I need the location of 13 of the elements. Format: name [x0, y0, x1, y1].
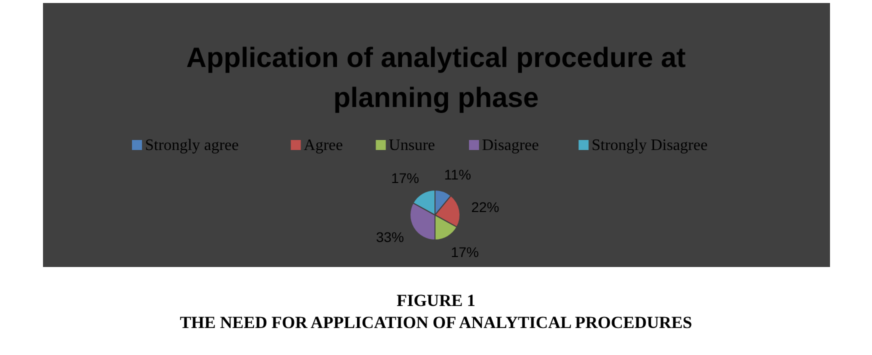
data-label: 11% — [444, 166, 472, 183]
data-label: 17% — [391, 170, 420, 186]
legend-label: Strongly Disagree — [592, 137, 708, 154]
text: THE NEED FOR APPLICATION OF ANALYTICAL PROCEDURES — [180, 313, 692, 332]
caption: FIGURE 1 — [396, 291, 476, 310]
chart-title: Application of analytical procedure at planning phase — [186, 42, 686, 113]
legend-label: Strongly agree — [145, 137, 239, 154]
legend-label: Disagree — [482, 137, 539, 154]
data-label: 33% — [376, 228, 404, 245]
data-label: 22% — [471, 198, 500, 215]
legend-label: Agree — [304, 137, 343, 154]
data-label: 17% — [450, 244, 479, 260]
legend-label: Unsure — [388, 137, 436, 154]
